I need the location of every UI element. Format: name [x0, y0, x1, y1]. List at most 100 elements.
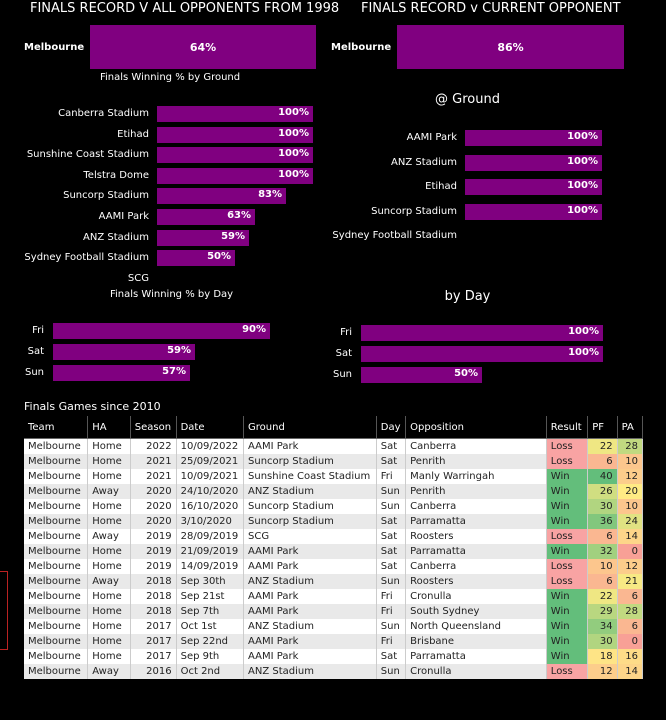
cell-day: Sun	[376, 499, 407, 514]
cell-team: Melbourne	[24, 514, 89, 529]
cell-team: Melbourne	[24, 604, 89, 619]
right-section-title: FINALS RECORD v CURRENT OPPONENT	[361, 1, 621, 16]
column-header-pf[interactable]: PF	[587, 416, 618, 439]
cell-opposition: Manly Warringah	[405, 469, 547, 484]
cell-opposition: Parramatta	[405, 514, 547, 529]
column-header-date[interactable]: Date	[176, 416, 245, 439]
finals-table: Team HA Season Date Ground Day Opposition Resul…	[24, 416, 644, 679]
right-ground-bar: 100%	[465, 130, 602, 146]
left-ground-label: SCG	[127, 272, 149, 284]
cell-pa: 10	[617, 454, 644, 469]
right-day-value: 50%	[454, 368, 478, 379]
cell-pf: 36	[587, 514, 618, 529]
cell-pf: 30	[587, 634, 618, 649]
cell-season: 2021	[130, 454, 177, 469]
table-row[interactable]: Melbourne Home 2017 Sep 9th AAMI Park Sat Parr…	[24, 649, 644, 664]
table-row[interactable]: Melbourne Away 2020 24/10/2020 ANZ Stadium Su…	[24, 484, 644, 499]
cell-pf: 6	[587, 574, 618, 589]
cell-result: Win	[546, 514, 589, 529]
left-day-value: 90%	[242, 324, 266, 335]
table-row[interactable]: Melbourne Home 2020 16/10/2020 Suncorp Stadi…	[24, 499, 644, 514]
right-ground-value: 100%	[567, 204, 598, 216]
cell-team: Melbourne	[24, 499, 89, 514]
cell-pf: 12	[587, 664, 618, 679]
cell-pa: 28	[617, 438, 644, 454]
cell-ground: AAMI Park	[243, 604, 377, 619]
left-ground-value: 100%	[278, 107, 309, 118]
table-row[interactable]: Melbourne Home 2019 14/09/2019 AAMI Park Sat C…	[24, 559, 644, 574]
column-header-pa[interactable]: PA	[617, 416, 644, 439]
left-day-label: Fri	[32, 325, 44, 336]
table-row[interactable]: Melbourne Home 2017 Oct 1st ANZ Stadium Sun No…	[24, 619, 644, 634]
cell-opposition: Penrith	[405, 454, 547, 469]
table-row[interactable]: Melbourne Home 2018 Sep 7th AAMI Park Fri Sout…	[24, 604, 644, 619]
table-row[interactable]: Melbourne Home 2017 Sep 22nd AAMI Park Fri Bri…	[24, 634, 644, 649]
cell-date: 14/09/2019	[176, 559, 245, 574]
cell-pa: 20	[617, 484, 644, 499]
cell-season: 2020	[130, 514, 177, 529]
column-header-opposition[interactable]: Opposition	[405, 416, 547, 439]
left-ground-label: Sydney Football Stadium	[24, 252, 149, 264]
cell-day: Sat	[376, 649, 407, 664]
table-row[interactable]: Melbourne Away 2016 Oct 2nd ANZ Stadium Sun Cr…	[24, 664, 644, 679]
left-ground-bar: 100%	[157, 147, 313, 164]
cell-opposition: South Sydney	[405, 604, 547, 619]
cell-ha: Home	[87, 634, 131, 649]
cell-pf: 22	[587, 438, 618, 454]
cell-ground: ANZ Stadium	[243, 619, 377, 634]
cell-opposition: Roosters	[405, 574, 547, 589]
cell-date: Sep 7th	[176, 604, 245, 619]
table-row[interactable]: Melbourne Home 2020 3/10/2020 Suncorp Stadiu…	[24, 514, 644, 529]
cell-pa: 14	[617, 529, 644, 544]
column-header-ground[interactable]: Ground	[243, 416, 377, 439]
table-row[interactable]: Melbourne Home 2021 10/09/2021 Sunshine Coas…	[24, 469, 644, 484]
cell-ha: Away	[87, 484, 131, 499]
left-day-bar: 57%	[53, 365, 190, 381]
right-ground-label: Sydney Football Stadium	[332, 230, 457, 241]
column-header-result[interactable]: Result	[546, 416, 589, 439]
column-header-day[interactable]: Day	[376, 416, 407, 439]
left-ground-label: ANZ Stadium	[83, 231, 149, 243]
cell-day: Fri	[376, 469, 407, 484]
left-ground-bar: 63%	[157, 209, 255, 225]
cell-result: Win	[546, 484, 589, 499]
cell-day: Sun	[376, 619, 407, 634]
cell-opposition: Roosters	[405, 529, 547, 544]
table-row[interactable]: Melbourne Home 2021 25/09/2021 Suncorp Stadi…	[24, 454, 644, 469]
table-header-row: Team HA Season Date Ground Day Opposition Resul…	[24, 416, 644, 439]
cell-day: Sun	[376, 664, 407, 679]
cell-result: Win	[546, 649, 589, 664]
table-row[interactable]: Melbourne Home 2019 21/09/2019 AAMI Park Sat P…	[24, 544, 644, 559]
cell-team: Melbourne	[24, 664, 89, 679]
cell-pa: 12	[617, 469, 644, 484]
table-title: Finals Games since 2010	[24, 400, 161, 413]
cell-opposition: Cronulla	[405, 589, 547, 604]
cell-opposition: Canberra	[405, 559, 547, 574]
cell-pf: 18	[587, 649, 618, 664]
cell-ground: ANZ Stadium	[243, 664, 377, 679]
cell-pf: 6	[587, 454, 618, 469]
cell-pf: 34	[587, 619, 618, 634]
cell-season: 2017	[130, 649, 177, 664]
right-ground-value: 100%	[567, 155, 598, 167]
table-row[interactable]: Melbourne Away 2019 28/09/2019 SCG Sat Rooster…	[24, 529, 644, 544]
left-ground-label: Sunshine Coast Stadium	[26, 149, 149, 161]
table-row[interactable]: Melbourne Home 2022 10/09/2022 AAMI Park Sat C…	[24, 438, 644, 454]
left-ground-chart-title: Finals Winning % by Ground	[100, 72, 241, 83]
cell-ground: ANZ Stadium	[243, 484, 377, 499]
cell-day: Sun	[376, 484, 407, 499]
table-row[interactable]: Melbourne Away 2018 Sep 30th ANZ Stadium Sun R…	[24, 574, 644, 589]
right-ground-bar: 100%	[465, 154, 602, 171]
cell-ground: Suncorp Stadium	[243, 514, 377, 529]
left-day-label: Sat	[27, 346, 44, 357]
cell-date: 16/10/2020	[176, 499, 245, 514]
table-row[interactable]: Melbourne Home 2018 Sep 21st AAMI Park Fri Cro…	[24, 589, 644, 604]
left-overall-value: 64%	[189, 40, 217, 54]
left-ground-label: Telstra Dome	[83, 169, 149, 181]
cell-date: Oct 1st	[176, 619, 245, 634]
right-ground-value: 100%	[567, 131, 598, 142]
column-header-ha[interactable]: HA	[87, 416, 131, 439]
column-header-season[interactable]: Season	[130, 416, 177, 439]
left-day-bar: 90%	[53, 323, 270, 339]
column-header-team[interactable]: Team	[24, 416, 89, 439]
